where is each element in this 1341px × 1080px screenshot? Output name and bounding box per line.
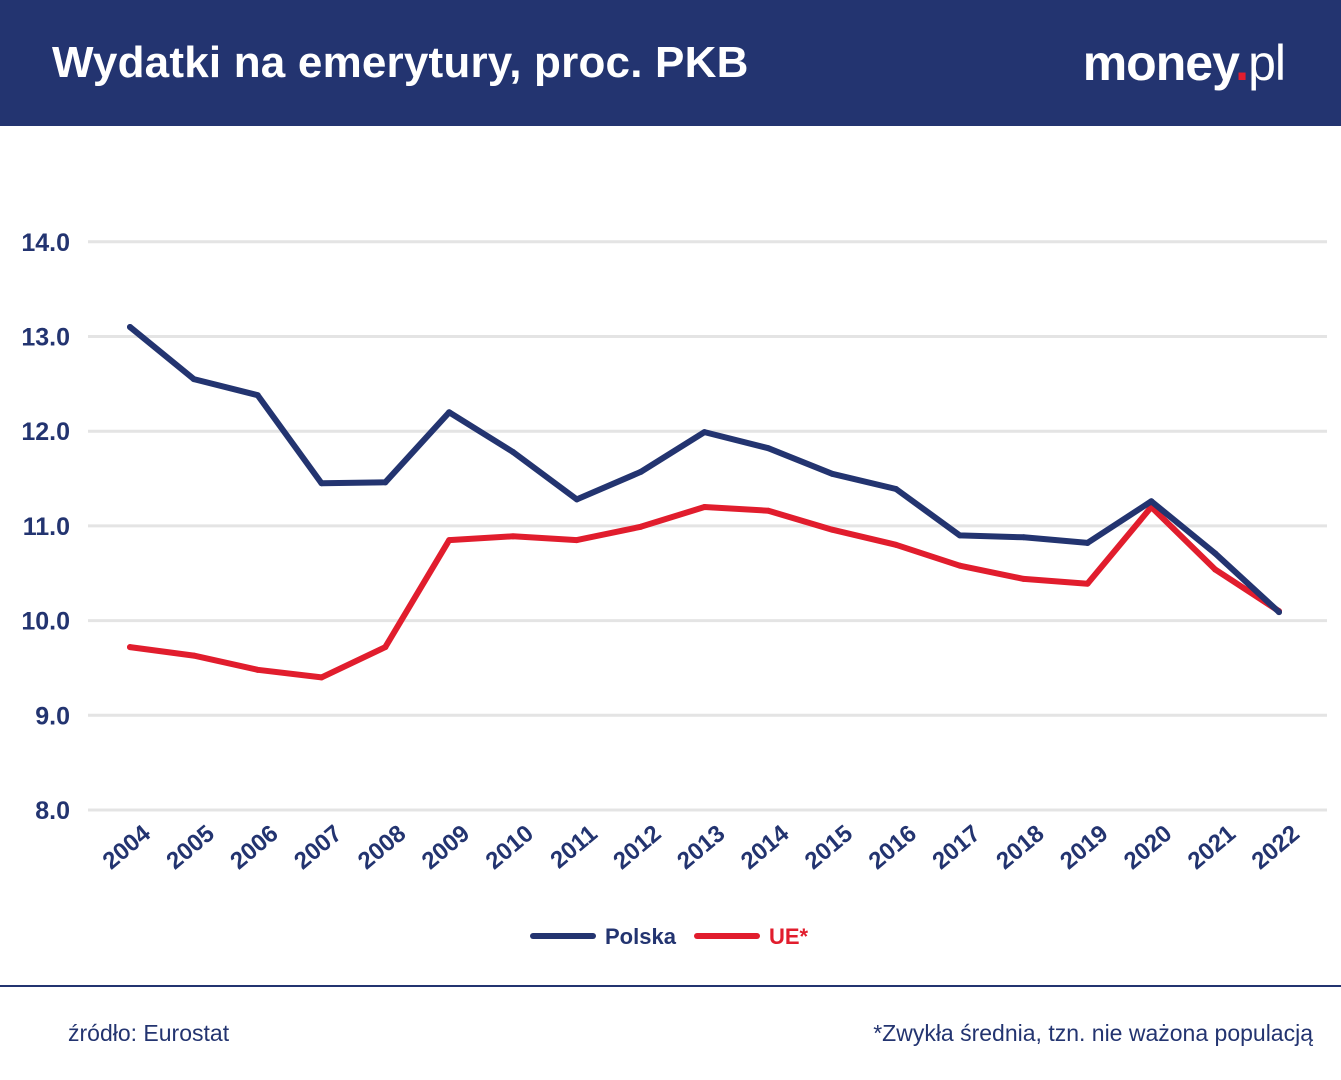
x-tick-label: 2004 (98, 819, 157, 874)
legend: Polska UE* (530, 924, 809, 949)
data-point (1020, 534, 1027, 541)
data-point (382, 479, 389, 486)
x-tick-label: 2018 (991, 820, 1049, 875)
data-point (637, 523, 644, 530)
data-point (1212, 566, 1219, 573)
x-tick-label: 2013 (672, 820, 730, 875)
data-point (190, 652, 197, 659)
source-note: źródło: Eurostat (68, 1020, 230, 1046)
x-tick-label: 2006 (225, 820, 283, 875)
data-point (510, 449, 516, 456)
x-tick-label: 2010 (481, 820, 539, 875)
money-pl-logo[interactable]: money.pl (1082, 34, 1286, 92)
data-point (1084, 539, 1091, 546)
legend-label-polska: Polska (605, 924, 677, 949)
x-tick-label: 2005 (161, 820, 219, 875)
y-tick-label: 10.0 (21, 608, 70, 636)
data-point (1148, 498, 1155, 505)
data-point (1276, 609, 1282, 616)
x-tick-label: 2014 (736, 819, 795, 874)
series-line-polska (127, 324, 1282, 616)
x-tick-label: 2012 (608, 820, 666, 875)
logo-suffix: pl (1248, 35, 1286, 91)
x-tick-label: 2011 (545, 820, 602, 874)
data-point (829, 526, 836, 533)
x-tick-label: 2022 (1247, 820, 1305, 875)
data-point (318, 480, 325, 487)
header-bar: Wydatki na emerytury, proc. PKB money.pl (0, 0, 1341, 126)
x-tick-label: 2020 (1119, 820, 1177, 875)
data-point (893, 485, 899, 492)
data-point (956, 532, 963, 539)
data-point (446, 537, 453, 544)
data-point (573, 537, 580, 544)
data-point (573, 496, 580, 503)
data-point (829, 470, 836, 477)
x-tick-label: 2021 (1183, 820, 1241, 875)
y-tick-label: 8.0 (35, 797, 70, 825)
data-point (893, 541, 899, 548)
data-point (765, 445, 772, 452)
data-point (127, 644, 133, 651)
data-point (254, 666, 261, 673)
data-point (254, 392, 261, 399)
y-tick-label: 11.0 (23, 513, 70, 541)
data-point (1020, 575, 1027, 582)
logo-main: money (1082, 35, 1236, 91)
data-point (382, 644, 389, 651)
data-point (127, 324, 133, 331)
data-point (446, 409, 453, 416)
footer-divider (0, 985, 1341, 987)
x-tick-label: 2007 (289, 820, 347, 875)
gridlines (88, 240, 1327, 812)
data-point (701, 503, 708, 510)
footnote: *Zwykła średnia, tzn. nie ważona populac… (873, 1020, 1313, 1046)
y-tick-label: 9.0 (35, 702, 70, 730)
x-axis-ticks: 2004 2005 2006 2007 2008 2009 2010 2011 2012 2013… (98, 819, 1305, 874)
data-point (1084, 580, 1091, 587)
data-point (701, 429, 708, 436)
series-lines (127, 324, 1282, 681)
x-tick-label: 2017 (927, 820, 985, 875)
x-tick-label: 2016 (864, 820, 922, 875)
chart-title: Wydatki na emerytury, proc. PKB (52, 38, 749, 87)
x-tick-label: 2015 (800, 820, 858, 875)
data-point (318, 674, 325, 681)
line-chart: 8.09.010.011.012.013.014.0 2004 2005 2006 2… (21, 229, 1327, 949)
logo-dot: . (1235, 35, 1249, 91)
y-tick-label: 13.0 (21, 324, 70, 352)
y-tick-label: 12.0 (21, 418, 70, 446)
x-tick-label: 2019 (1055, 820, 1113, 875)
x-tick-label: 2009 (417, 820, 475, 875)
y-tick-label: 14.0 (21, 229, 70, 257)
data-point (637, 468, 644, 475)
data-point (1212, 550, 1219, 557)
y-axis-ticks: 8.0 9.0 10.0 11.0 12.0 13.0 14.0 (21, 229, 70, 825)
x-tick-label: 2008 (353, 820, 411, 875)
data-point (190, 376, 197, 383)
data-point (765, 507, 772, 514)
legend-label-ue: UE* (769, 924, 809, 949)
data-point (510, 533, 516, 540)
data-point (956, 562, 963, 569)
